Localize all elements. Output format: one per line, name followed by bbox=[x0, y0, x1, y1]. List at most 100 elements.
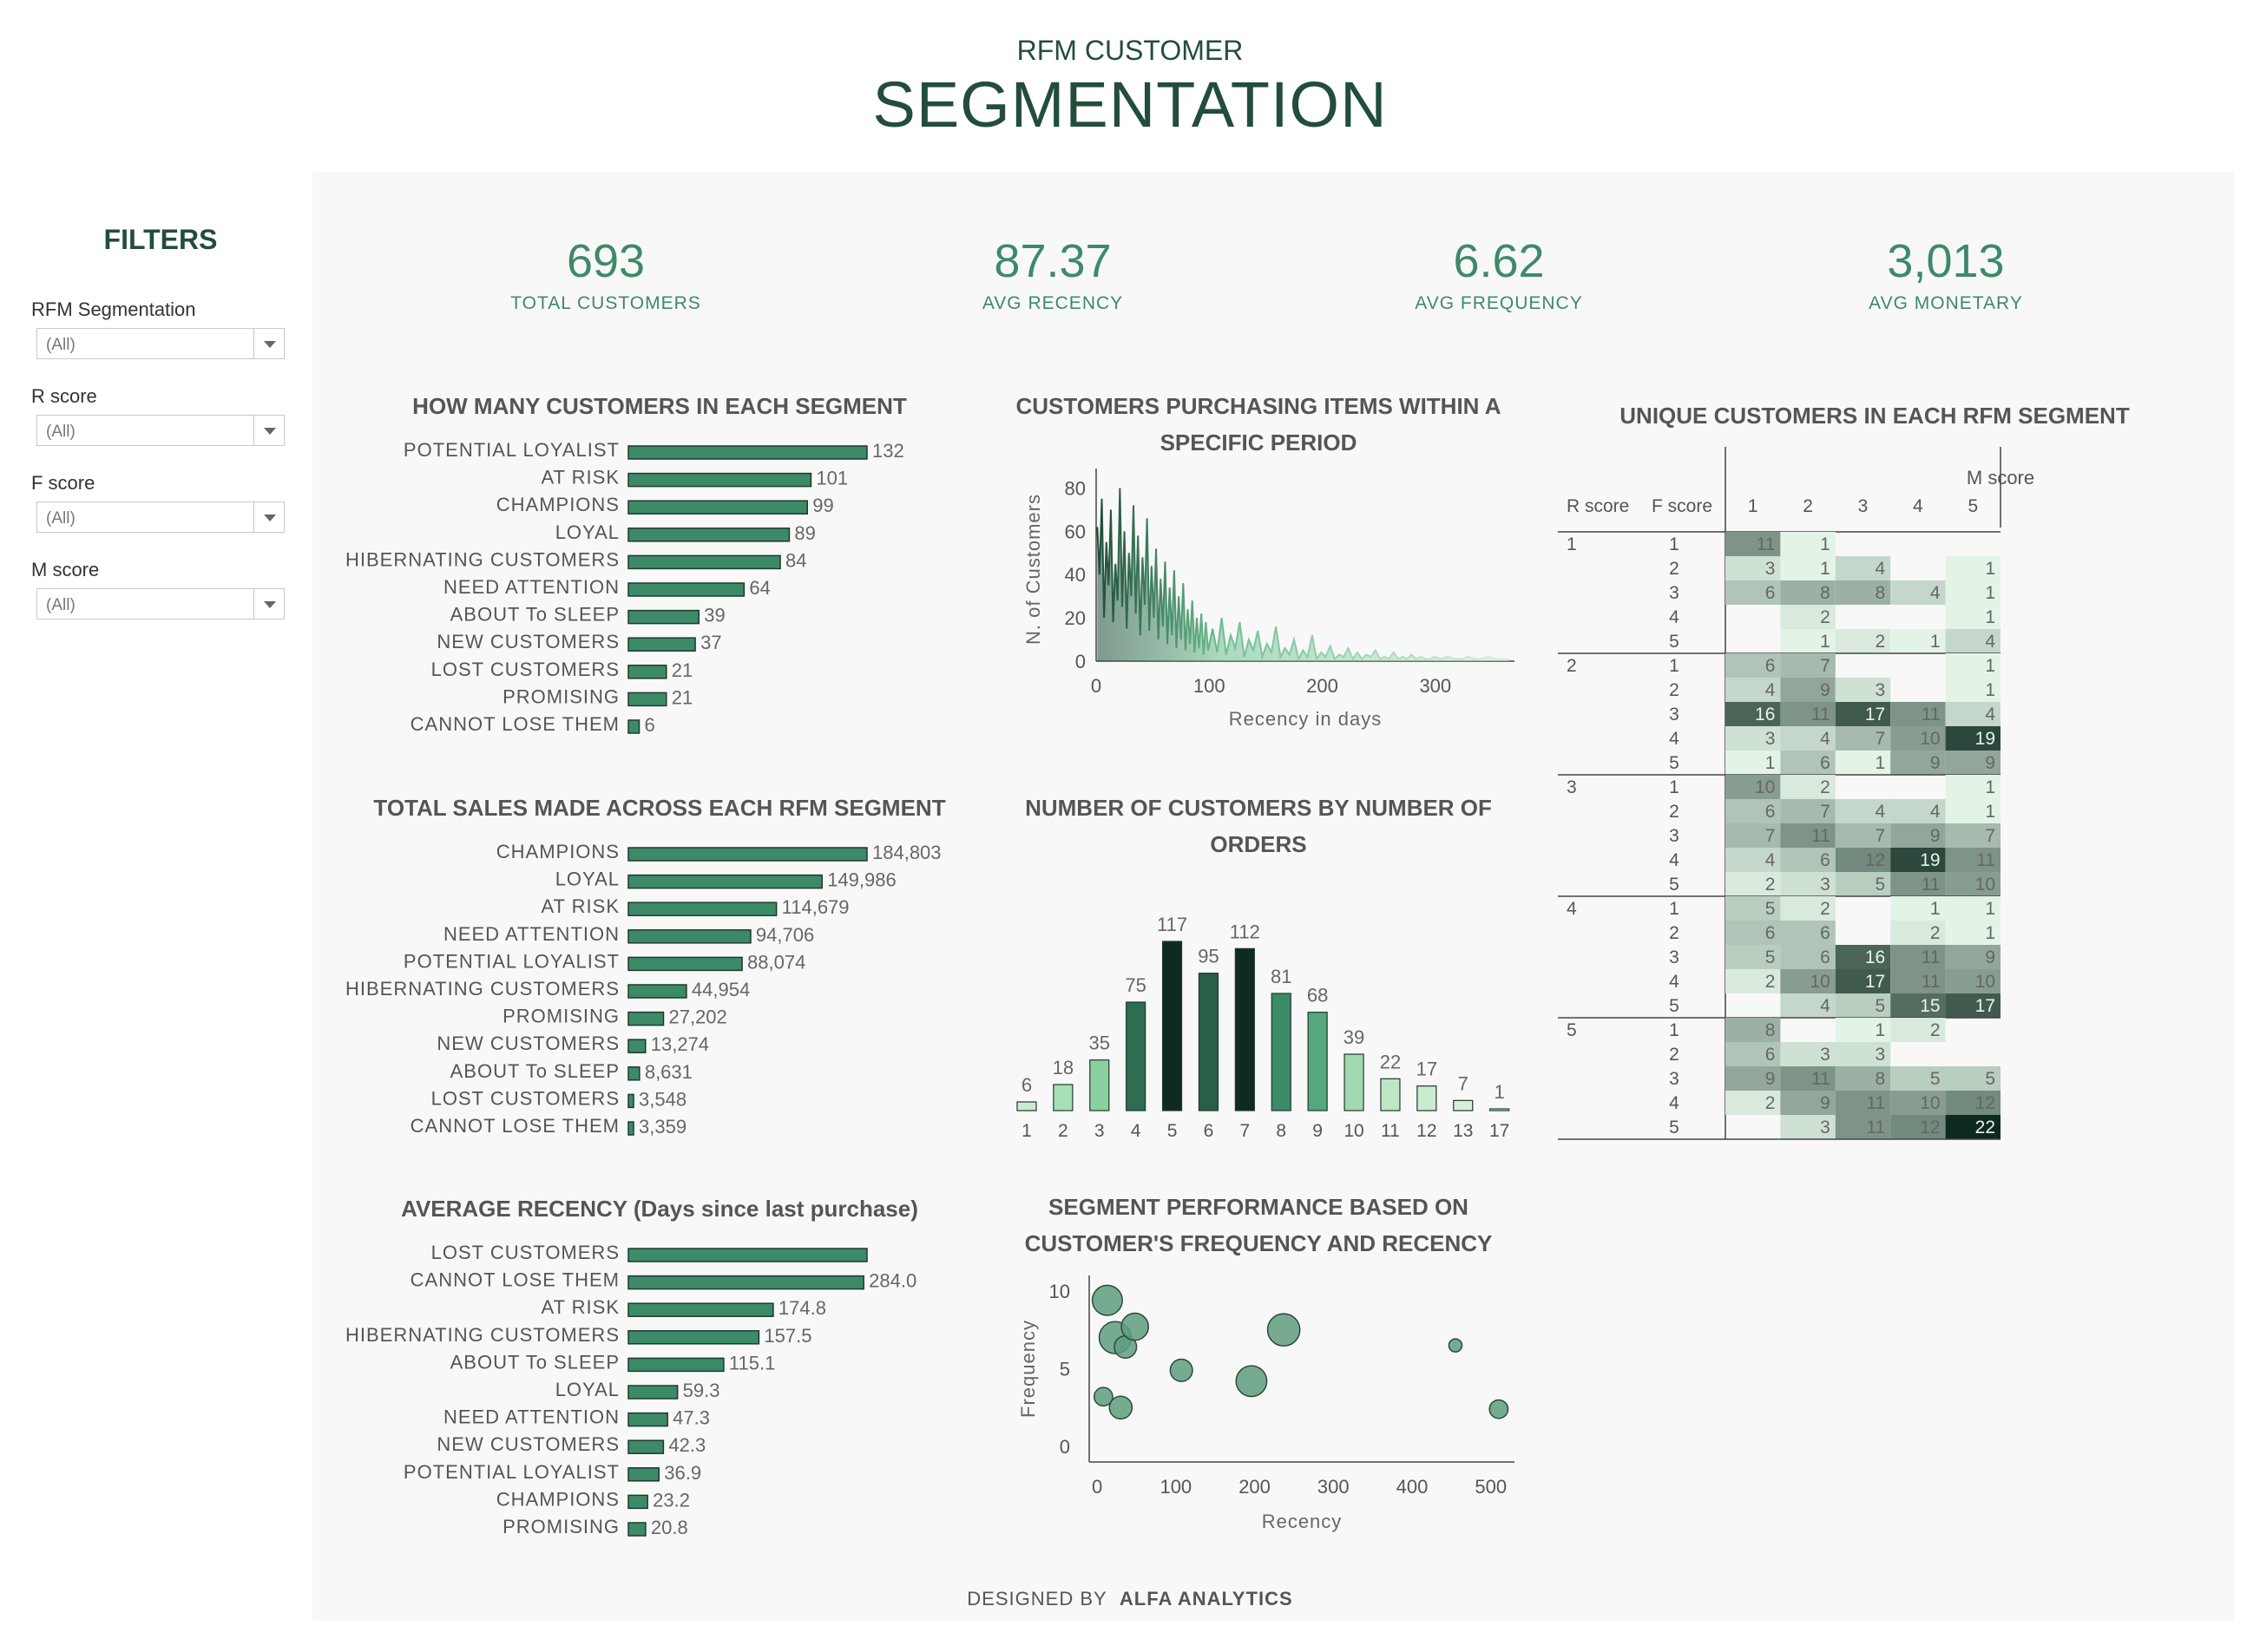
bar-value-cannot-lose-them: 3,359 bbox=[639, 1116, 687, 1137]
bar-label-cannot-lose-them: CANNOT LOSE THEM bbox=[411, 713, 620, 735]
heatmap-value-r5-f3-m4: 5 bbox=[1930, 1069, 1941, 1089]
chevron-down-icon[interactable] bbox=[253, 416, 284, 445]
heatmap-value-r2-f4-m2: 4 bbox=[1820, 729, 1830, 749]
orders-bar-10 bbox=[1344, 1053, 1364, 1111]
heatmap-cell-r3-f4-m4 bbox=[1890, 848, 1946, 872]
heatmap-value-r5-f2-m3: 3 bbox=[1876, 1045, 1886, 1065]
filter-r-score-value: (All) bbox=[46, 423, 76, 441]
bar-hibernating-customers bbox=[627, 984, 687, 999]
chevron-down-icon[interactable] bbox=[253, 502, 284, 532]
kpi-avg-recency-label: AVG RECENCY bbox=[982, 293, 1124, 313]
heatmap-cell-r5-f4-m2 bbox=[1780, 1091, 1836, 1115]
y-tick-80: 80 bbox=[1065, 477, 1086, 499]
bar-label-promising: PROMISING bbox=[503, 1516, 620, 1537]
bar-value-at-risk: 101 bbox=[816, 468, 848, 489]
bar-value-loyal: 89 bbox=[794, 522, 815, 544]
heatmap-cell-r2-f3-m1 bbox=[1725, 702, 1781, 726]
heatmap-m-score-2: 2 bbox=[1803, 496, 1813, 516]
bar-label-potential-loyalist: POTENTIAL LOYALIST bbox=[404, 1461, 620, 1483]
heatmap-f-label-4-5: 5 bbox=[1669, 996, 1679, 1016]
bar-label-lost-customers: LOST CUSTOMERS bbox=[431, 1087, 620, 1109]
heatmap-cell-r3-f4-m5 bbox=[1945, 848, 2000, 872]
bar-label-champions: CHAMPIONS bbox=[496, 494, 620, 515]
kpi-avg-frequency-label: AVG FREQUENCY bbox=[1415, 293, 1583, 313]
heatmap-value-r4-f3-m1: 5 bbox=[1765, 947, 1776, 967]
kpi-avg-frequency-value: 6.62 bbox=[1453, 235, 1545, 287]
heatmap-cell-r3-f2-m4 bbox=[1890, 799, 1946, 823]
heatmap-f-label-3-2: 2 bbox=[1669, 802, 1679, 822]
bar-label-lost-customers: LOST CUSTOMERS bbox=[431, 1242, 620, 1263]
recency-line bbox=[1096, 488, 1509, 662]
heatmap-value-r3-f2-m4: 4 bbox=[1930, 802, 1941, 822]
heatmap-value-r1-f2-m2: 1 bbox=[1820, 559, 1830, 579]
bar-lost-customers bbox=[627, 1248, 868, 1262]
orders-tick-6: 6 bbox=[1204, 1121, 1214, 1141]
heatmap-value-r3-f3-m3: 7 bbox=[1876, 826, 1886, 846]
heatmap-cell-r1-f4-m5 bbox=[1945, 605, 2000, 629]
heatmap-cell-r3-f3-m4 bbox=[1890, 823, 1946, 848]
bar-potential-loyalist bbox=[627, 956, 743, 972]
heatmap-cell-r1-f5-m2 bbox=[1780, 629, 1836, 653]
heatmap-value-r3-f4-m4: 19 bbox=[1920, 850, 1940, 870]
heatmap-f-label-5-4: 4 bbox=[1669, 1093, 1679, 1113]
x-tick-0: 0 bbox=[1092, 1476, 1102, 1498]
bubble-9 bbox=[1448, 1338, 1463, 1353]
bubble-0 bbox=[1091, 1284, 1123, 1316]
heatmap-cell-r2-f2-m3 bbox=[1835, 678, 1891, 702]
orders-tick-10: 10 bbox=[1344, 1121, 1363, 1141]
heatmap-value-r1-f3-m3: 8 bbox=[1876, 583, 1886, 603]
bar-label-potential-loyalist: POTENTIAL LOYALIST bbox=[404, 439, 620, 461]
heatmap-value-r2-f5-m4: 9 bbox=[1930, 753, 1941, 773]
bar-label-champions: CHAMPIONS bbox=[496, 1488, 620, 1510]
heatmap-cell-r5-f5-m3 bbox=[1835, 1115, 1891, 1139]
orders-bar-12 bbox=[1416, 1085, 1437, 1111]
heatmap-cell-r5-f3-m3 bbox=[1835, 1066, 1891, 1091]
bar-label-at-risk: AT RISK bbox=[541, 895, 620, 917]
chevron-down-icon[interactable] bbox=[253, 329, 284, 358]
heatmap-cell-r3-f4-m3 bbox=[1835, 848, 1891, 872]
heatmap-cell-r4-f5-m5 bbox=[1945, 993, 2000, 1018]
bar-new-customers bbox=[627, 1039, 647, 1053]
heatmap-cell-r5-f4-m1 bbox=[1725, 1091, 1781, 1115]
heatmap-value-r3-f5-m5: 10 bbox=[1975, 875, 1995, 895]
bar-value-need-attention: 94,706 bbox=[756, 924, 814, 946]
heatmap-value-r5-f1-m4: 2 bbox=[1930, 1020, 1941, 1040]
chevron-down-icon[interactable] bbox=[253, 589, 284, 619]
y-tick-10: 10 bbox=[1049, 1281, 1070, 1302]
orders-value-7: 112 bbox=[1230, 921, 1260, 942]
x-tick-500: 500 bbox=[1475, 1476, 1507, 1498]
heatmap-cell-r4-f3-m4 bbox=[1890, 945, 1946, 969]
heatmap-f-label-4-1: 1 bbox=[1669, 899, 1679, 919]
heatmap-cell-r3-f3-m3 bbox=[1835, 823, 1891, 848]
filter-m-score-dropdown[interactable]: (All) bbox=[36, 588, 285, 620]
orders-bar-6 bbox=[1198, 973, 1219, 1111]
orders-tick-3: 3 bbox=[1094, 1121, 1105, 1141]
filter-f-score-dropdown[interactable]: (All) bbox=[36, 502, 285, 533]
bar-value-promising: 27,202 bbox=[668, 1006, 726, 1028]
orders-value-17: 1 bbox=[1495, 1081, 1505, 1103]
filter-rfm-segmentation-dropdown[interactable]: (All) bbox=[36, 328, 285, 359]
orders-tick-12: 12 bbox=[1416, 1121, 1436, 1141]
heatmap-m-score-1: 1 bbox=[1748, 496, 1758, 516]
bubble-8 bbox=[1266, 1313, 1301, 1347]
heatmap-cell-r1-f1-m1 bbox=[1725, 532, 1781, 556]
heatmap-cell-r5-f1-m3 bbox=[1835, 1018, 1891, 1042]
bar-value-champions: 99 bbox=[812, 495, 833, 516]
heatmap-cell-r2-f4-m2 bbox=[1780, 726, 1836, 751]
heatmap-cell-r5-f2-m1 bbox=[1725, 1042, 1781, 1066]
chart-title-segment-sales: TOTAL SALES MADE ACROSS EACH RFM SEGMENT bbox=[373, 795, 946, 821]
heatmap-cell-r1-f3-m1 bbox=[1725, 580, 1781, 605]
bar-label-loyal: LOYAL bbox=[555, 521, 620, 543]
bar-label-cannot-lose-them: CANNOT LOSE THEM bbox=[411, 1115, 620, 1137]
heatmap-value-r1-f1-m1: 11 bbox=[1757, 534, 1776, 554]
bar-label-new-customers: NEW CUSTOMERS bbox=[437, 1433, 620, 1455]
heatmap-value-r5-f4-m1: 2 bbox=[1765, 1093, 1776, 1113]
bar-value-about-to-sleep: 39 bbox=[704, 605, 725, 626]
y-tick-40: 40 bbox=[1065, 564, 1086, 586]
filter-r-score-dropdown[interactable]: (All) bbox=[36, 415, 285, 446]
bar-at-risk bbox=[627, 1302, 774, 1317]
heatmap-cell-r1-f4-m2 bbox=[1780, 605, 1836, 629]
heatmap-value-r4-f4-m5: 10 bbox=[1975, 972, 1995, 992]
heatmap-f-label-2-3: 3 bbox=[1669, 705, 1679, 724]
bar-value-need-attention: 47.3 bbox=[673, 1407, 710, 1429]
